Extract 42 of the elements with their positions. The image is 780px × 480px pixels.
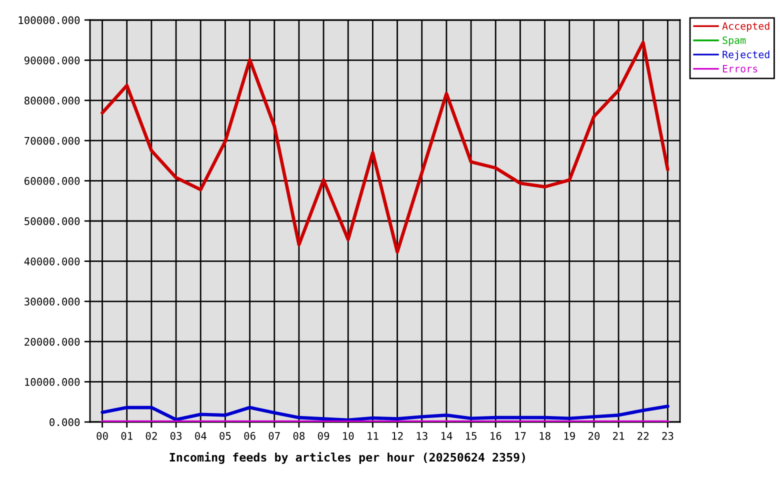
x-tick-label: 01 [121,432,132,440]
legend-label: Spam [722,36,746,46]
x-tick-label: 22 [638,432,649,440]
y-tick-label: 80000.000 [24,96,80,105]
x-tick-label: 04 [195,432,206,440]
x-tick-label: 13 [416,432,428,440]
y-tick-label: 90000.000 [24,56,80,64]
x-tick-label: 10 [343,432,354,440]
x-tick-label: 20 [588,432,600,440]
x-tick-label: 15 [466,432,476,440]
x-tick-label: 17 [515,432,526,440]
x-tick-label: 12 [392,432,403,440]
x-tick-label: 18 [540,432,550,440]
x-tick-label: 05 [220,432,231,440]
y-tick-label: 30000.000 [24,298,80,306]
y-tick-label: 40000.000 [24,257,80,266]
legend-label: Errors [722,65,758,72]
x-tick-label: 09 [318,432,330,440]
x-tick-label: 23 [662,432,674,440]
legend-label: Accepted [722,22,770,32]
y-tick-label: 50000.000 [24,217,80,226]
x-tick-label: 00 [96,432,108,440]
x-tick-label: 19 [564,432,575,440]
x-tick-label: 06 [244,432,256,440]
y-tick-label: 20000.000 [24,338,80,346]
x-tick-label: 14 [441,432,452,440]
line-series [100,404,670,422]
x-tick-label: 08 [293,432,305,440]
x-tick-label: 07 [268,432,280,440]
x-axis-title: Incoming feeds by articles per hour (20250624 2359) [170,452,525,464]
line-series [100,40,670,254]
x-tick-label: 16 [490,432,502,440]
x-tick-label: 02 [146,432,157,440]
y-tick-label: 60000.000 [24,177,80,185]
x-tick-label: 21 [613,432,624,440]
y-tick-label: 70000.000 [24,136,80,145]
x-tick-label: 03 [170,432,182,440]
y-tick-label: 0.000 [50,418,80,426]
y-tick-label: 100000.000 [18,16,80,24]
y-tick-label: 10000.000 [25,378,80,386]
legend-label: Rejected [722,50,770,60]
x-tick-label: 11 [368,432,378,440]
